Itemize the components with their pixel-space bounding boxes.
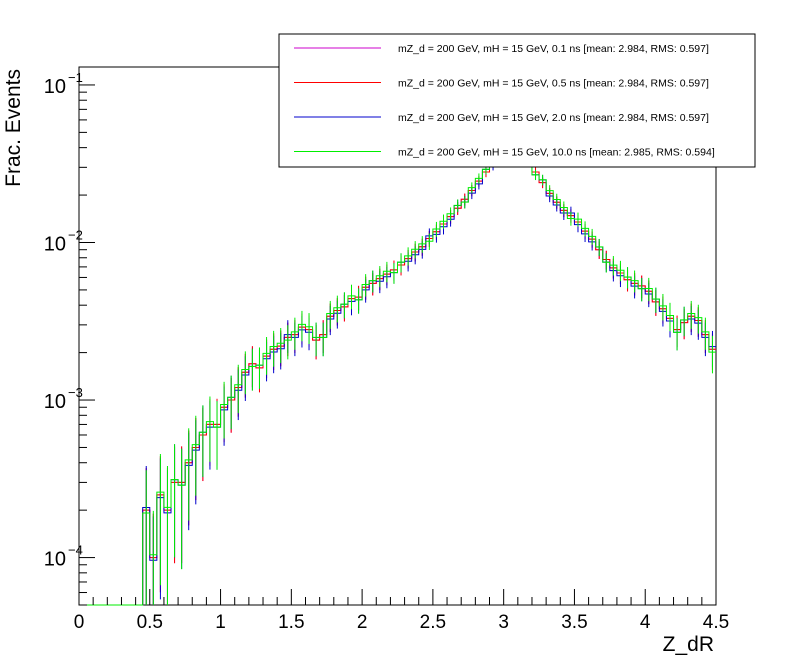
x-tick-label: 4 [640, 612, 651, 633]
x-tick-label: 3 [498, 612, 509, 633]
legend-box [278, 33, 756, 168]
x-tick-label: 4.5 [703, 612, 729, 633]
plot-area [79, 137, 716, 606]
legend-label-2: mZ_d = 200 GeV, mH = 15 GeV, 2.0 ns [mea… [398, 112, 709, 124]
y-tick-label: 10 [44, 391, 66, 413]
x-tick-label: 0.5 [137, 612, 163, 633]
x-tick-label: 1.5 [278, 612, 304, 633]
y-tick-label: 10 [44, 233, 66, 255]
series-3-group [79, 137, 716, 606]
x-axis-title: Z_dR [663, 633, 714, 656]
x-tick-label: 2 [357, 612, 368, 633]
x-tick-label: 1 [215, 612, 226, 633]
y-tick-exponent: −3 [68, 385, 83, 400]
y-tick-exponent: −4 [68, 543, 83, 558]
axes: 0 0.5 1 1.5 2 2.5 3 3.5 4 4.510−410−310−210−1 [44, 70, 729, 633]
series-3-histogram [79, 141, 716, 606]
y-tick-label: 10 [44, 76, 66, 98]
legend: mZ_d = 200 GeV, mH = 15 GeV, 0.1 ns [mea… [278, 33, 756, 168]
legend-label-0: mZ_d = 200 GeV, mH = 15 GeV, 0.1 ns [mea… [398, 43, 709, 55]
x-tick-label: 0 [74, 612, 85, 633]
y-tick-exponent: −1 [68, 70, 83, 85]
y-tick-exponent: −2 [68, 227, 83, 242]
legend-label-1: mZ_d = 200 GeV, mH = 15 GeV, 0.5 ns [mea… [398, 78, 709, 90]
x-tick-label: 2.5 [420, 612, 446, 633]
x-tick-label: 3.5 [561, 612, 587, 633]
legend-label-3: mZ_d = 200 GeV, mH = 15 GeV, 10.0 ns [me… [398, 147, 715, 159]
y-axis-title: Frac. Events [2, 69, 25, 187]
y-tick-label: 10 [44, 549, 66, 571]
